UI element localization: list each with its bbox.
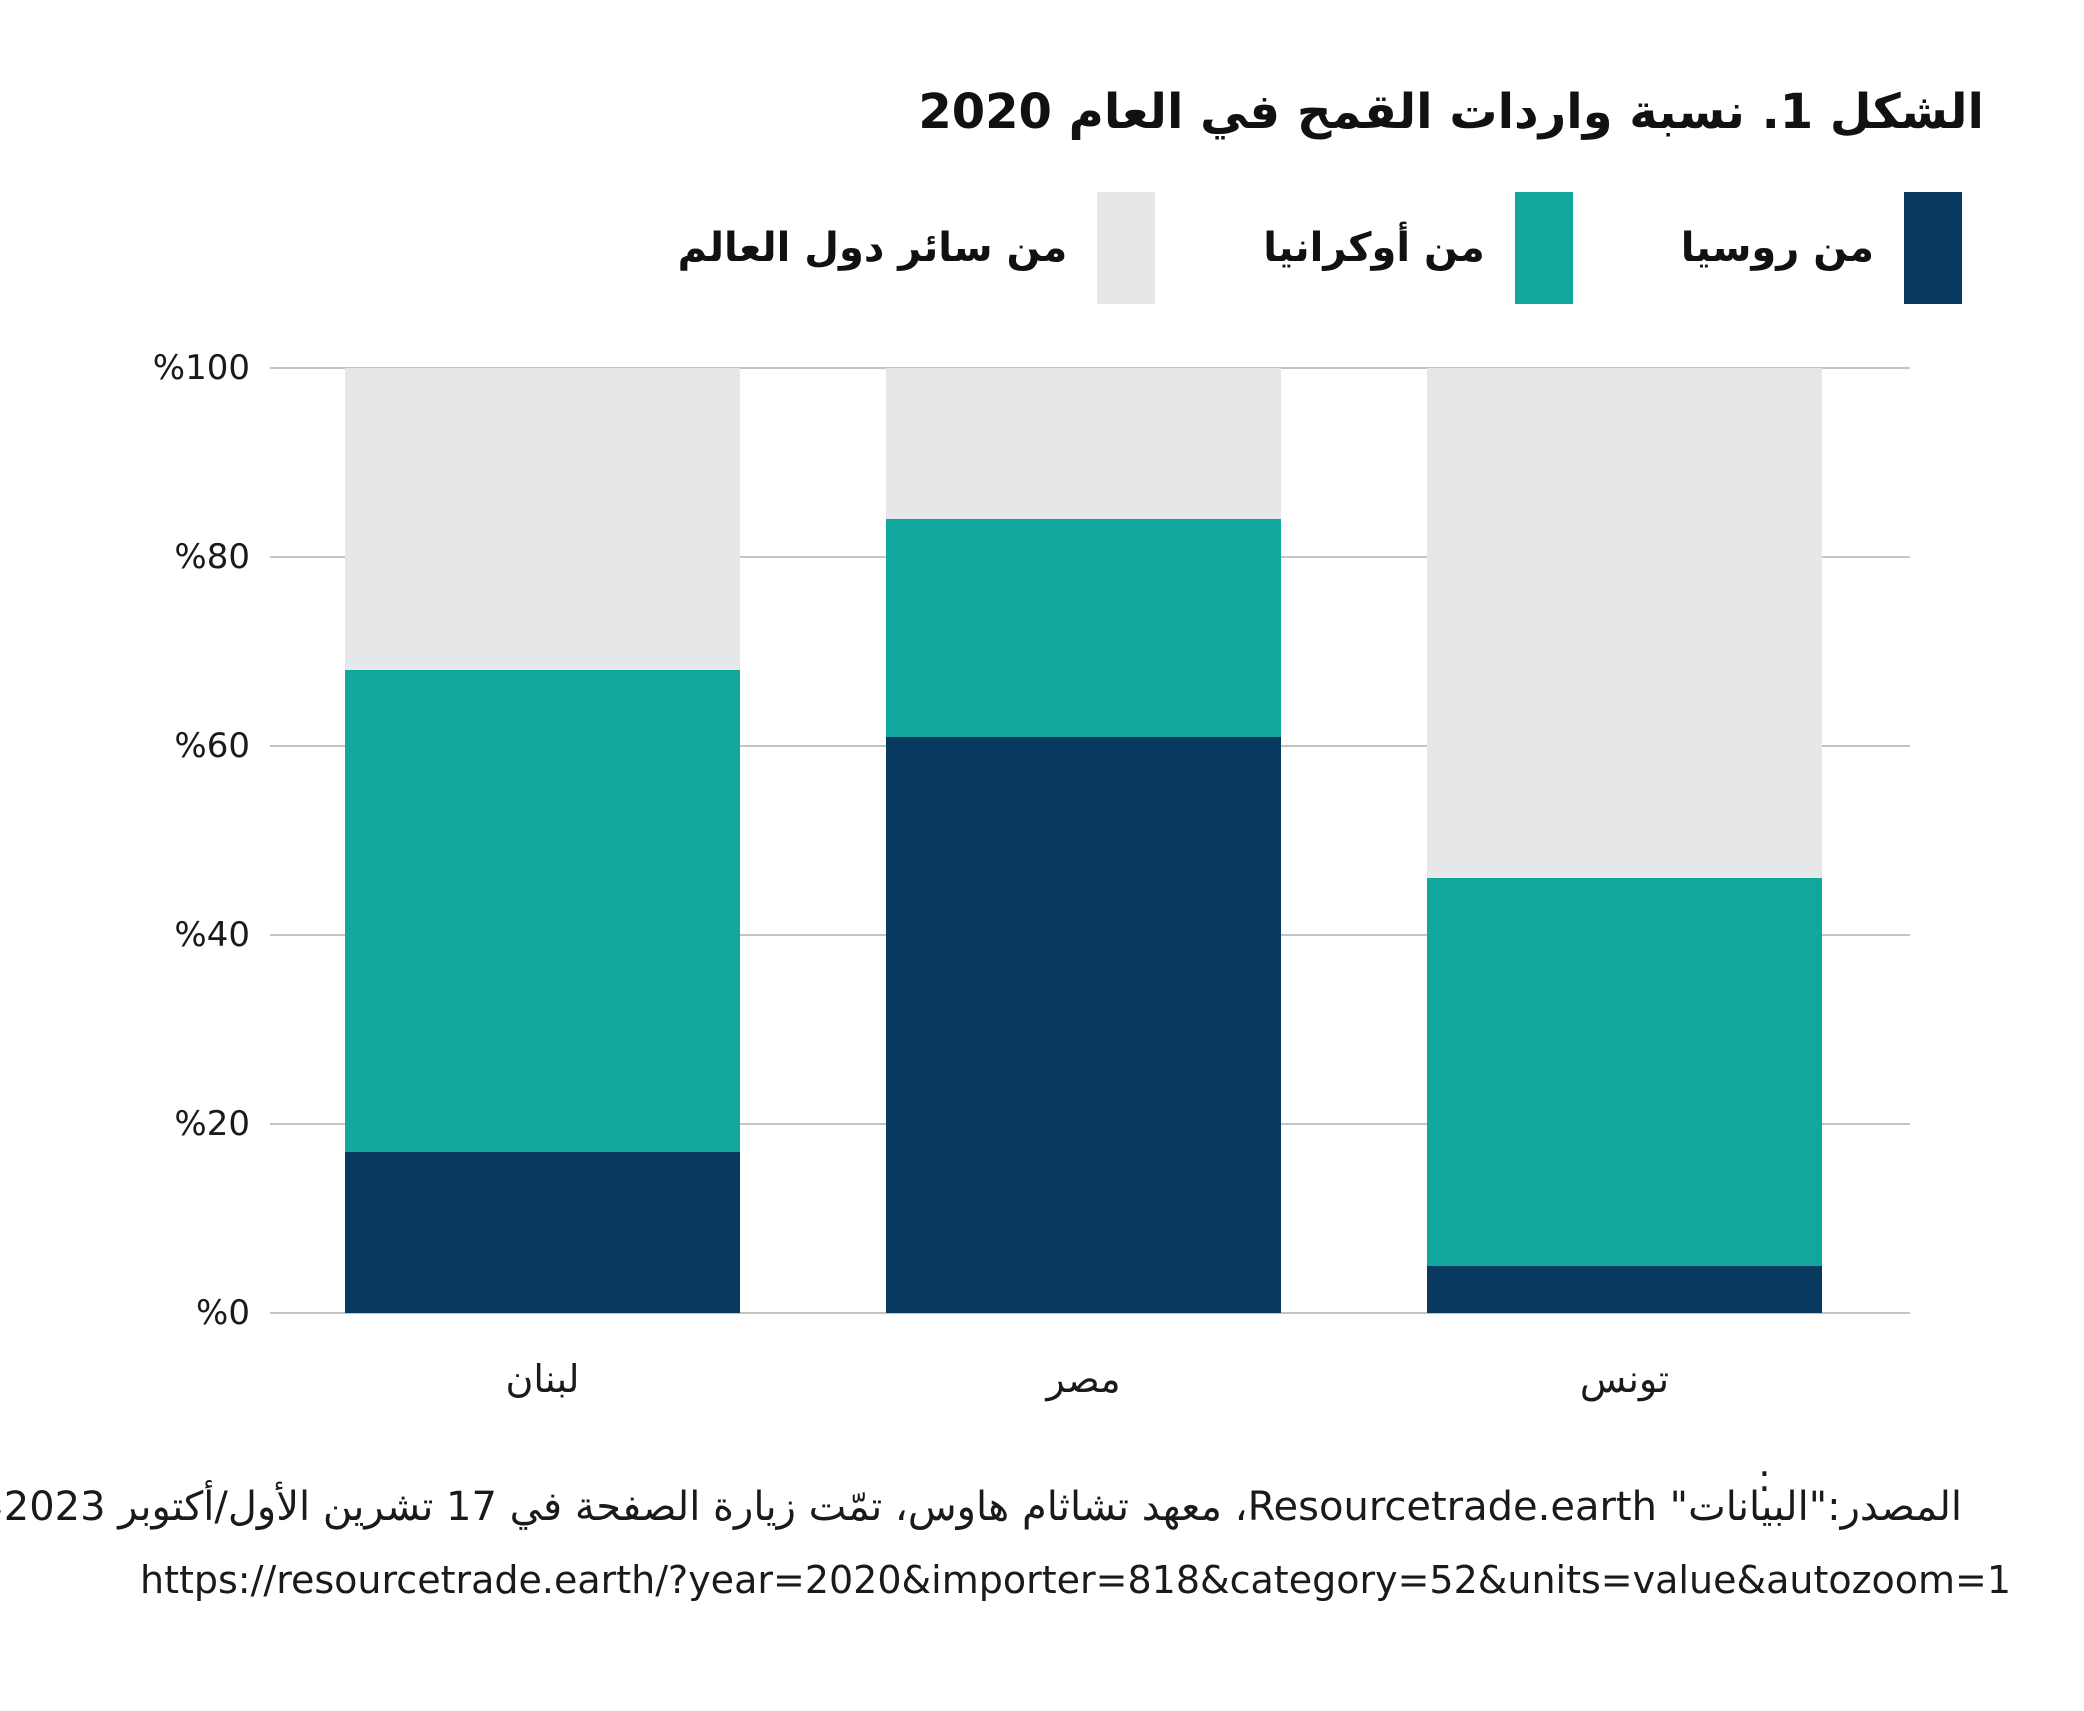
category-label: تونس [1579, 1357, 1670, 1401]
bar-column: مصر [886, 368, 1281, 1428]
bar-segment [886, 519, 1281, 737]
legend-label: من أوكرانيا [1263, 225, 1485, 271]
legend-swatch-icon [1904, 192, 1962, 304]
legend-label: من سائر دول العالم [677, 225, 1068, 271]
gridline [270, 367, 1910, 369]
bar-segment [1427, 878, 1822, 1266]
bar-column: تونس [1427, 368, 1822, 1428]
y-axis-tick-label: %100 [152, 348, 250, 388]
gridline [270, 1312, 1910, 1314]
stacked-bar [345, 368, 740, 1313]
bar-segment [1427, 368, 1822, 879]
legend: من روسيا من أوكرانيا من سائر دول العالم [678, 192, 1962, 304]
category-label: مصر [1046, 1357, 1121, 1401]
bar-segment [345, 1152, 740, 1313]
legend-swatch-icon [1514, 192, 1573, 304]
bars-container: لبنان مصر تونس [270, 368, 1910, 1428]
legend-swatch-icon [1097, 192, 1156, 304]
source-text: المصدر:"البيانات" Resourcetrade.earth، م… [0, 1484, 1962, 1530]
y-axis-tick-label: %80 [174, 537, 250, 577]
bar-segment [345, 670, 740, 1153]
bar-segment [886, 368, 1281, 520]
y-axis-tick-label: %40 [174, 915, 250, 955]
bar-column: لبنان [345, 368, 740, 1428]
bar-segment [345, 368, 740, 671]
bar-segment [1427, 1265, 1822, 1313]
bar-segment [886, 736, 1281, 1313]
legend-item: من سائر دول العالم [678, 192, 1156, 304]
stacked-bar [886, 368, 1281, 1313]
y-axis-tick-label: %60 [174, 726, 250, 766]
source-note-colon: : [1758, 1456, 1771, 1500]
stacked-bar [1427, 368, 1822, 1313]
page-title: الشكل 1. نسبة واردات القمح في العام 2020 [918, 84, 1984, 141]
y-axis-tick-label: %0 [196, 1293, 250, 1333]
category-label: لبنان [505, 1357, 580, 1401]
source-url: https://resourcetrade.earth/?year=2020&i… [140, 1558, 2012, 1602]
legend-item: من أوكرانيا [1263, 192, 1573, 304]
legend-label: من روسيا [1680, 225, 1874, 271]
y-axis-tick-label: %20 [174, 1104, 250, 1144]
legend-item: من روسيا [1681, 192, 1962, 304]
